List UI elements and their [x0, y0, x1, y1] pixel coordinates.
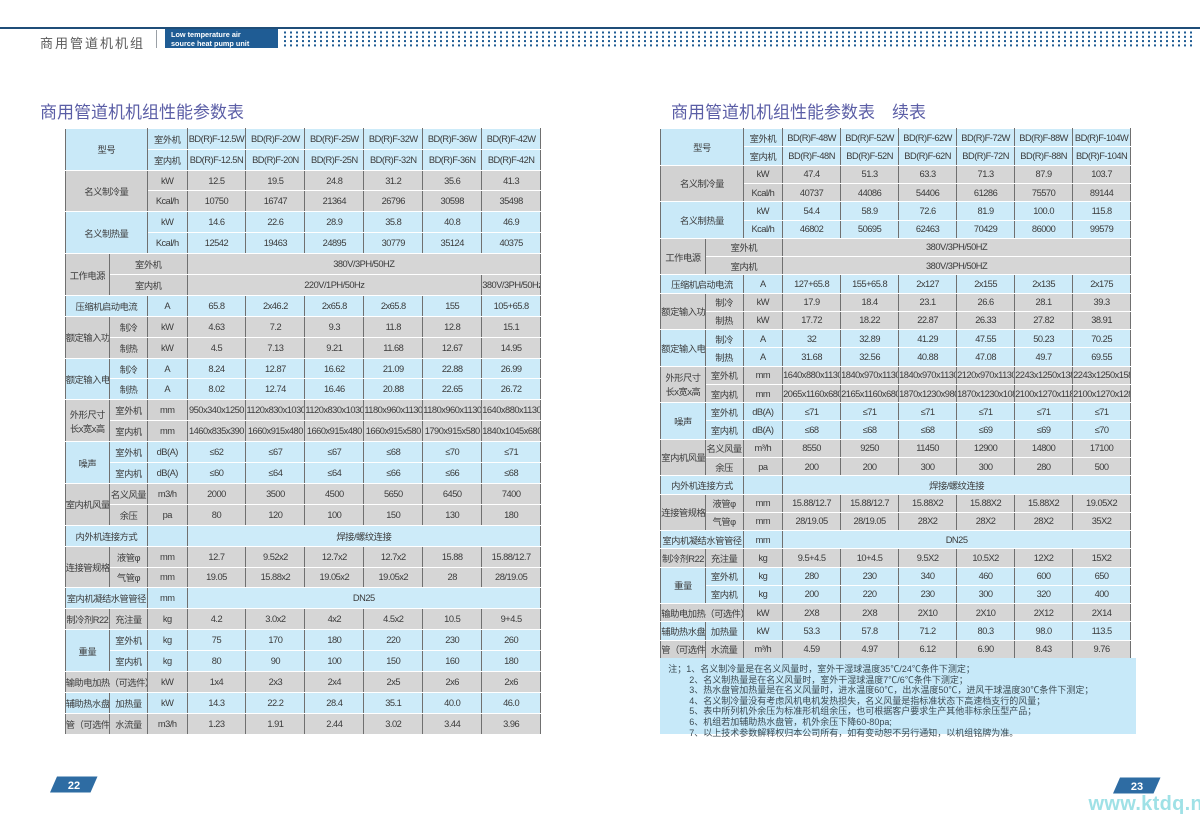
svg-text:23: 23 [1131, 780, 1143, 792]
svg-text:22: 22 [68, 780, 80, 792]
